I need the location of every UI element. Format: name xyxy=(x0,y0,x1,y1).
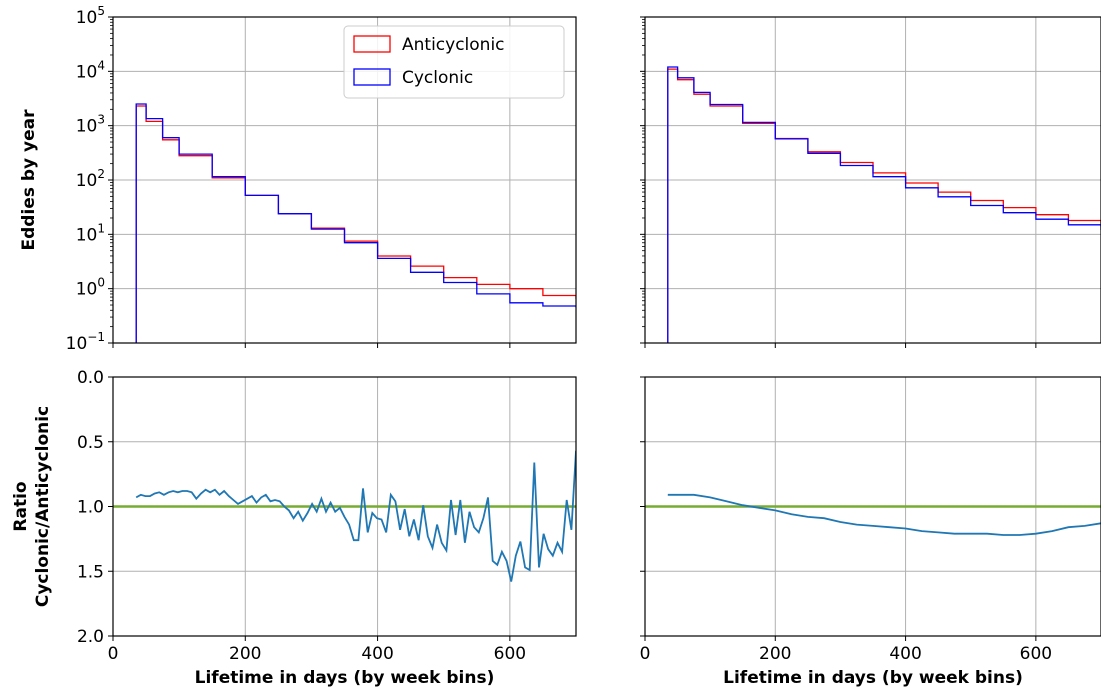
ratio-series-line xyxy=(667,493,1101,536)
axes-frame xyxy=(644,16,1101,344)
legend-swatch-anticyclonic xyxy=(353,35,391,53)
x-tick-label: 600 xyxy=(494,644,526,664)
ratio-series-line xyxy=(135,450,576,582)
x-tick-label: 400 xyxy=(889,644,921,664)
frames-layer xyxy=(108,16,1101,641)
y-tick-label: 1.5 xyxy=(77,562,104,582)
axes-frame xyxy=(112,376,577,637)
y-tick-label: 2.0 xyxy=(77,627,104,647)
y-tick-label: 1.0 xyxy=(77,498,104,518)
legend-label-anticyclonic: Anticyclonic xyxy=(402,35,505,55)
cyclonic-series-line xyxy=(135,103,576,343)
y-tick-label: 102 xyxy=(76,167,105,191)
y-axis-label-line: Cyclonic/Anticyclonic xyxy=(33,406,53,607)
legend-label-cyclonic: Cyclonic xyxy=(402,68,473,88)
x-tick-label: 600 xyxy=(1020,644,1052,664)
x-tick-label: 200 xyxy=(229,644,261,664)
y-axis-label-line: Ratio xyxy=(11,481,31,531)
y-tick-label: 100 xyxy=(76,276,105,300)
legend-box xyxy=(343,25,565,99)
y-tick-label: 104 xyxy=(76,58,105,82)
y-tick-label: 0.5 xyxy=(77,433,104,453)
y-tick-label: 101 xyxy=(76,221,105,245)
legend-swatch-cyclonic xyxy=(353,68,391,86)
legend: Anticyclonic Cyclonic xyxy=(343,25,565,99)
x-axis-label: Lifetime in days (by week bins) xyxy=(723,668,1023,688)
text-layer: 105 104 103 102 101 100 10−1 Eddies by year 2.0 1… xyxy=(11,4,1052,688)
x-tick-label: 0 xyxy=(640,644,651,664)
y-tick-label: 103 xyxy=(76,113,105,137)
y-axis-label: Eddies by year xyxy=(19,109,39,251)
y-tick-label: 105 xyxy=(76,4,105,28)
axes-frame xyxy=(112,16,577,344)
x-tick-label: 0 xyxy=(108,644,119,664)
grid-layer xyxy=(113,17,1101,636)
anticyclonic-series-line xyxy=(135,105,576,343)
cyclonic-series-line xyxy=(667,66,1101,343)
y-tick-label: 10−1 xyxy=(66,330,105,354)
x-tick-label: 200 xyxy=(759,644,791,664)
x-axis-label: Lifetime in days (by week bins) xyxy=(195,668,495,688)
anticyclonic-series-line xyxy=(667,68,1101,343)
data-layer xyxy=(113,66,1101,582)
axes-frame xyxy=(644,376,1101,637)
x-tick-label: 400 xyxy=(361,644,393,664)
y-tick-label: 0.0 xyxy=(77,368,104,388)
